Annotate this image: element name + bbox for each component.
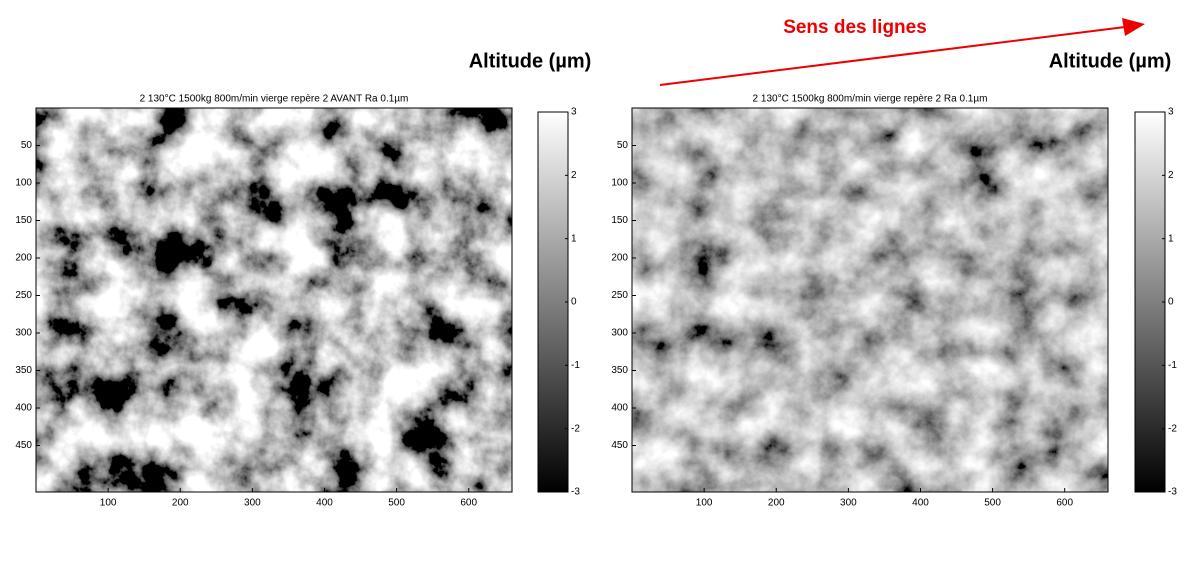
colorbar-tick-label: -1 — [1168, 360, 1177, 371]
colorbar-tick-label: 0 — [1168, 297, 1174, 308]
colorbar-label: Altitude (µm) — [1049, 50, 1172, 72]
colorbar-tick-label: -2 — [1168, 423, 1177, 434]
colorbar-tick-label: 1 — [571, 233, 577, 244]
x-tick-label: 400 — [912, 498, 929, 509]
colorbar-tick-label: 2 — [1168, 170, 1174, 181]
chart-title: 2 130°C 1500kg 800m/min vierge repère 2 … — [753, 94, 988, 105]
y-tick-label: 450 — [611, 440, 628, 451]
y-tick-label: 450 — [15, 440, 32, 451]
y-tick-label: 100 — [15, 178, 32, 189]
y-tick-label: 150 — [15, 215, 32, 226]
colorbar-tick-label: -1 — [571, 360, 580, 371]
colorbar-label: Altitude (µm) — [469, 50, 592, 72]
plot-frame — [35, 107, 513, 493]
y-tick-label: 400 — [611, 403, 628, 414]
x-tick-label: 600 — [460, 498, 477, 509]
colorbar-tick-label: 3 — [1168, 107, 1174, 118]
y-tick-label: 50 — [21, 140, 33, 151]
colorbar-tick-label: 0 — [571, 297, 577, 308]
annotation: Sens des lignes — [783, 17, 927, 38]
x-tick-label: 200 — [768, 498, 785, 509]
colorbar-tick-label: 3 — [571, 107, 577, 118]
heatmap-image — [36, 108, 512, 492]
plot-frame — [631, 107, 1109, 493]
heatmap-image — [632, 108, 1108, 492]
x-tick-label: 100 — [100, 498, 117, 509]
x-tick-label: 400 — [316, 498, 333, 509]
x-tick-label: 500 — [984, 498, 1001, 509]
arrow-head — [1122, 18, 1145, 36]
y-tick-label: 300 — [611, 328, 628, 339]
x-tick-label: 200 — [172, 498, 189, 509]
y-tick-label: 200 — [15, 253, 32, 264]
colorbar-tick-label: 2 — [571, 170, 577, 181]
x-tick-label: 300 — [840, 498, 857, 509]
y-tick-label: 350 — [611, 365, 628, 376]
x-tick-label: 500 — [388, 498, 405, 509]
colorbar-tick-label: 1 — [1168, 233, 1174, 244]
y-tick-label: 400 — [15, 403, 32, 414]
x-tick-label: 300 — [244, 498, 261, 509]
x-tick-label: 600 — [1056, 498, 1073, 509]
x-tick-label: 100 — [696, 498, 713, 509]
arrow-line — [659, 26, 1126, 86]
chart-title: 2 130°C 1500kg 800m/min vierge repère 2 … — [140, 94, 409, 105]
y-tick-label: 250 — [15, 290, 32, 301]
y-tick-label: 100 — [611, 178, 628, 189]
colorbar-tick-label: -3 — [1168, 487, 1177, 498]
y-tick-label: 350 — [15, 365, 32, 376]
colorbar-tick-label: -3 — [571, 487, 580, 498]
colorbar-tick-label: -2 — [571, 423, 580, 434]
y-tick-label: 150 — [611, 215, 628, 226]
colorbar — [1134, 111, 1166, 493]
y-tick-label: 250 — [611, 290, 628, 301]
y-tick-label: 50 — [617, 140, 629, 151]
colorbar — [537, 111, 569, 493]
y-tick-label: 300 — [15, 328, 32, 339]
y-tick-label: 200 — [611, 253, 628, 264]
